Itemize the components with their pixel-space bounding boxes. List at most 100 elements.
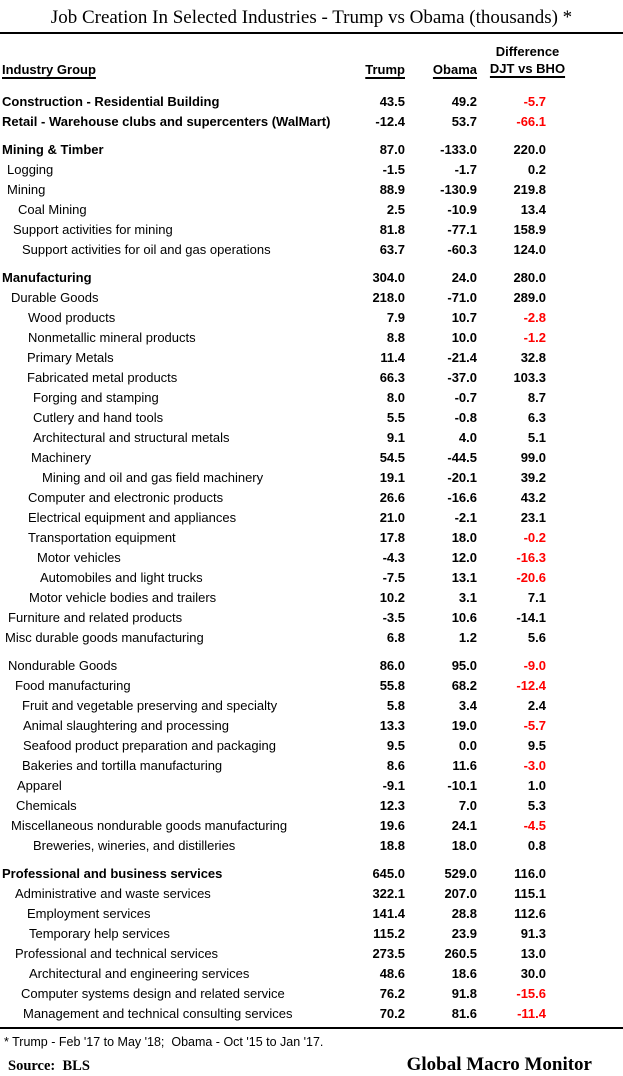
obama-value: -0.7 <box>454 390 477 405</box>
industry-label: Architectural and engineering services <box>29 966 250 981</box>
difference-value: 13.4 <box>520 202 546 217</box>
difference-value: 32.8 <box>520 350 546 365</box>
difference-value: 103.3 <box>513 370 546 385</box>
column-header-obama: Obama <box>432 62 477 77</box>
table-row: Wood products 7.9 10.7 -2.8 <box>0 308 623 328</box>
industry-label: Support activities for mining <box>13 222 173 237</box>
difference-value: 5.6 <box>527 630 546 645</box>
industry-label: Retail - Warehouse clubs and supercenter… <box>2 114 331 129</box>
table-row: Motor vehicle bodies and trailers 10.2 3.1… <box>0 588 623 608</box>
difference-value: 39.2 <box>520 470 546 485</box>
difference-value: -5.7 <box>523 718 546 733</box>
difference-value: -12.4 <box>516 678 546 693</box>
obama-value: 10.0 <box>451 330 477 345</box>
table-row: Retail - Warehouse clubs and supercenter… <box>0 112 623 132</box>
table-row: Furniture and related products -3.5 10.6 -1… <box>0 608 623 628</box>
table-row: Computer systems design and related serv… <box>0 984 623 1004</box>
obama-value: -2.1 <box>454 510 477 525</box>
industry-label: Professional and business services <box>2 866 223 881</box>
difference-value: -20.6 <box>516 570 546 585</box>
industry-label: Construction - Residential Building <box>2 94 220 109</box>
obama-value: 10.7 <box>451 310 477 325</box>
difference-value: -1.2 <box>523 330 546 345</box>
industry-label: Fruit and vegetable preserving and speci… <box>22 698 278 713</box>
industry-label: Motor vehicle bodies and trailers <box>29 590 217 605</box>
industry-label: Computer systems design and related serv… <box>21 986 285 1001</box>
table-row: Fruit and vegetable preserving and speci… <box>0 696 623 716</box>
table-row: Computer and electronic products 26.6 -16.… <box>0 488 623 508</box>
trump-value: 8.8 <box>386 330 405 345</box>
table-row: Apparel -9.1 -10.1 1.0 <box>0 776 623 796</box>
difference-value: 280.0 <box>513 270 546 285</box>
trump-value: 322.1 <box>372 886 405 901</box>
difference-value: 112.6 <box>514 906 546 921</box>
obama-value: 529.0 <box>444 866 477 881</box>
trump-value: 86.0 <box>379 658 405 673</box>
trump-value: 218.0 <box>372 290 405 305</box>
difference-value: -0.2 <box>523 530 546 545</box>
industry-label: Furniture and related products <box>8 610 183 625</box>
table-row: Seafood product preparation and packagin… <box>0 736 623 756</box>
difference-value: -66.1 <box>516 114 546 129</box>
industry-label: Employment services <box>27 906 151 921</box>
industry-label: Management and technical consulting serv… <box>23 1006 293 1021</box>
obama-value: 0.0 <box>458 738 477 753</box>
difference-value: 7.1 <box>527 590 546 605</box>
table-row: Bakeries and tortilla manufacturing 8.6 11… <box>0 756 623 776</box>
industry-label: Durable Goods <box>11 290 99 305</box>
page-title: Job Creation In Selected Industries - Tr… <box>50 7 573 28</box>
trump-value: 2.5 <box>386 202 405 217</box>
industry-label: Bakeries and tortilla manufacturing <box>22 758 223 773</box>
obama-value: 68.2 <box>451 678 477 693</box>
industry-label: Chemicals <box>16 798 77 813</box>
industry-label: Temporary help services <box>29 926 170 941</box>
difference-value: 219.8 <box>513 182 546 197</box>
industry-label: Mining & Timber <box>2 142 104 157</box>
trump-value: 13.3 <box>379 718 405 733</box>
obama-value: 24.0 <box>451 270 477 285</box>
trump-value: 9.5 <box>386 738 405 753</box>
obama-value: 3.1 <box>458 590 477 605</box>
table-row: Architectural and engineering services 48… <box>0 964 623 984</box>
column-header-difference: Difference DJT vs BHO <box>489 44 566 76</box>
trump-value: 55.8 <box>379 678 405 693</box>
difference-value: 9.5 <box>527 738 546 753</box>
trump-value: 18.8 <box>379 838 405 853</box>
obama-value: 18.6 <box>451 966 477 981</box>
industry-label: Nondurable Goods <box>8 658 118 673</box>
obama-value: 13.1 <box>451 570 477 585</box>
industry-label: Administrative and waste services <box>15 886 211 901</box>
trump-value: 26.6 <box>379 490 405 505</box>
obama-value: -130.9 <box>440 182 477 197</box>
obama-value: 95.0 <box>451 658 477 673</box>
trump-value: -4.3 <box>382 550 405 565</box>
column-header-industry-group: Industry Group <box>2 62 96 77</box>
obama-value: 49.2 <box>451 94 477 109</box>
table-row: Construction - Residential Building 43.5 4… <box>0 92 623 112</box>
trump-value: 10.2 <box>379 590 405 605</box>
table-row: Automobiles and light trucks -7.5 13.1 -20.… <box>0 568 623 588</box>
industry-label: Machinery <box>31 450 91 465</box>
table-row: Fabricated metal products 66.3 -37.0 103.3 <box>0 368 623 388</box>
footnote: * Trump - Feb '17 to May '18; Obama - Oc… <box>4 1035 324 1049</box>
table-row: Miscellaneous nondurable goods manufactu… <box>0 816 623 836</box>
trump-value: 5.8 <box>386 698 405 713</box>
obama-value: -77.1 <box>447 222 477 237</box>
difference-value: -3.0 <box>523 758 546 773</box>
trump-value: -3.5 <box>382 610 405 625</box>
table-row: Employment services 141.4 28.8 112.6 <box>0 904 623 924</box>
obama-value: -0.8 <box>454 410 477 425</box>
obama-value: -133.0 <box>440 142 477 157</box>
source-label: Source: BLS <box>8 1058 90 1074</box>
difference-value: -2.8 <box>523 310 546 325</box>
obama-value: 24.1 <box>451 818 477 833</box>
trump-value: 70.2 <box>379 1006 405 1021</box>
difference-value: 23.1 <box>520 510 546 525</box>
difference-value: 30.0 <box>520 966 546 981</box>
table-row: Coal Mining 2.5 -10.9 13.4 <box>0 200 623 220</box>
obama-value: 260.5 <box>444 946 477 961</box>
obama-value: -16.6 <box>447 490 477 505</box>
industry-label: Seafood product preparation and packagin… <box>23 738 276 753</box>
industry-label: Apparel <box>17 778 62 793</box>
table-row: Professional and business services 645.0 5… <box>0 864 623 884</box>
